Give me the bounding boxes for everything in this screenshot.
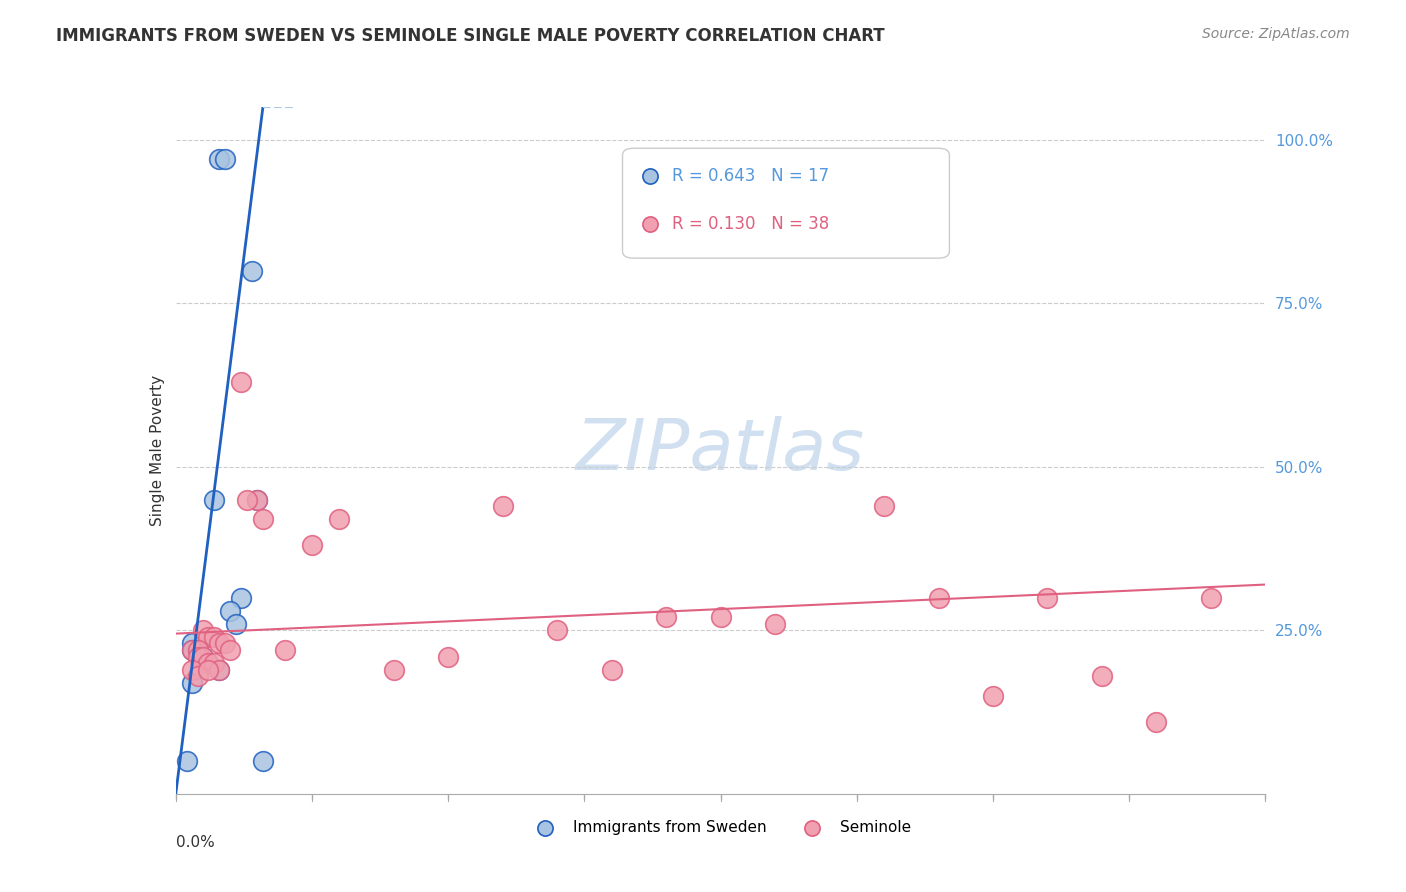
Point <box>382 663 405 677</box>
Text: IMMIGRANTS FROM SWEDEN VS SEMINOLE SINGLE MALE POVERTY CORRELATION CHART: IMMIGRANTS FROM SWEDEN VS SEMINOLE SINGL… <box>56 27 884 45</box>
Point <box>208 663 231 677</box>
Point <box>246 492 269 507</box>
Point <box>181 636 204 650</box>
Point <box>181 643 204 657</box>
Point <box>981 689 1004 703</box>
Text: R = 0.130   N = 38: R = 0.130 N = 38 <box>672 215 828 233</box>
Point <box>1199 591 1222 605</box>
FancyBboxPatch shape <box>623 148 949 258</box>
Point <box>1091 669 1114 683</box>
Point <box>208 636 231 650</box>
Point <box>181 643 204 657</box>
Point <box>197 656 219 670</box>
Point <box>202 630 225 644</box>
Point <box>928 591 950 605</box>
Point <box>181 675 204 690</box>
Point <box>214 153 236 167</box>
Point <box>219 604 242 618</box>
Point <box>191 649 214 664</box>
Point <box>197 663 219 677</box>
Point <box>1036 591 1059 605</box>
Point <box>546 624 568 638</box>
Legend: Immigrants from Sweden, Seminole: Immigrants from Sweden, Seminole <box>524 814 917 841</box>
Point <box>274 643 297 657</box>
Text: Source: ZipAtlas.com: Source: ZipAtlas.com <box>1202 27 1350 41</box>
Point <box>1144 714 1167 729</box>
Point <box>328 512 350 526</box>
Point <box>208 153 231 167</box>
Point <box>600 663 623 677</box>
Point <box>235 492 257 507</box>
Point <box>197 630 219 644</box>
Point <box>252 754 274 768</box>
Text: 0.0%: 0.0% <box>176 835 215 850</box>
Point <box>186 643 209 657</box>
Point <box>301 538 323 552</box>
Point <box>191 649 214 664</box>
Point <box>231 591 253 605</box>
Point <box>655 610 678 624</box>
Point <box>186 643 209 657</box>
Point <box>240 263 263 277</box>
Point <box>437 649 460 664</box>
Point <box>202 656 225 670</box>
Point <box>191 624 214 638</box>
Point <box>492 499 515 513</box>
Point <box>225 616 247 631</box>
Point <box>246 492 269 507</box>
Text: R = 0.643   N = 17: R = 0.643 N = 17 <box>672 167 828 185</box>
Point <box>202 492 225 507</box>
Point <box>252 512 274 526</box>
Point <box>176 754 198 768</box>
Point <box>763 616 786 631</box>
Point <box>186 649 209 664</box>
Point <box>197 656 219 670</box>
Point <box>873 499 896 513</box>
Y-axis label: Single Male Poverty: Single Male Poverty <box>149 375 165 526</box>
Point <box>208 663 231 677</box>
Point <box>219 643 242 657</box>
Point <box>214 636 236 650</box>
Point <box>231 375 253 389</box>
Point <box>181 663 204 677</box>
Point <box>710 610 733 624</box>
Point <box>186 669 209 683</box>
Text: ZIPatlas: ZIPatlas <box>576 416 865 485</box>
